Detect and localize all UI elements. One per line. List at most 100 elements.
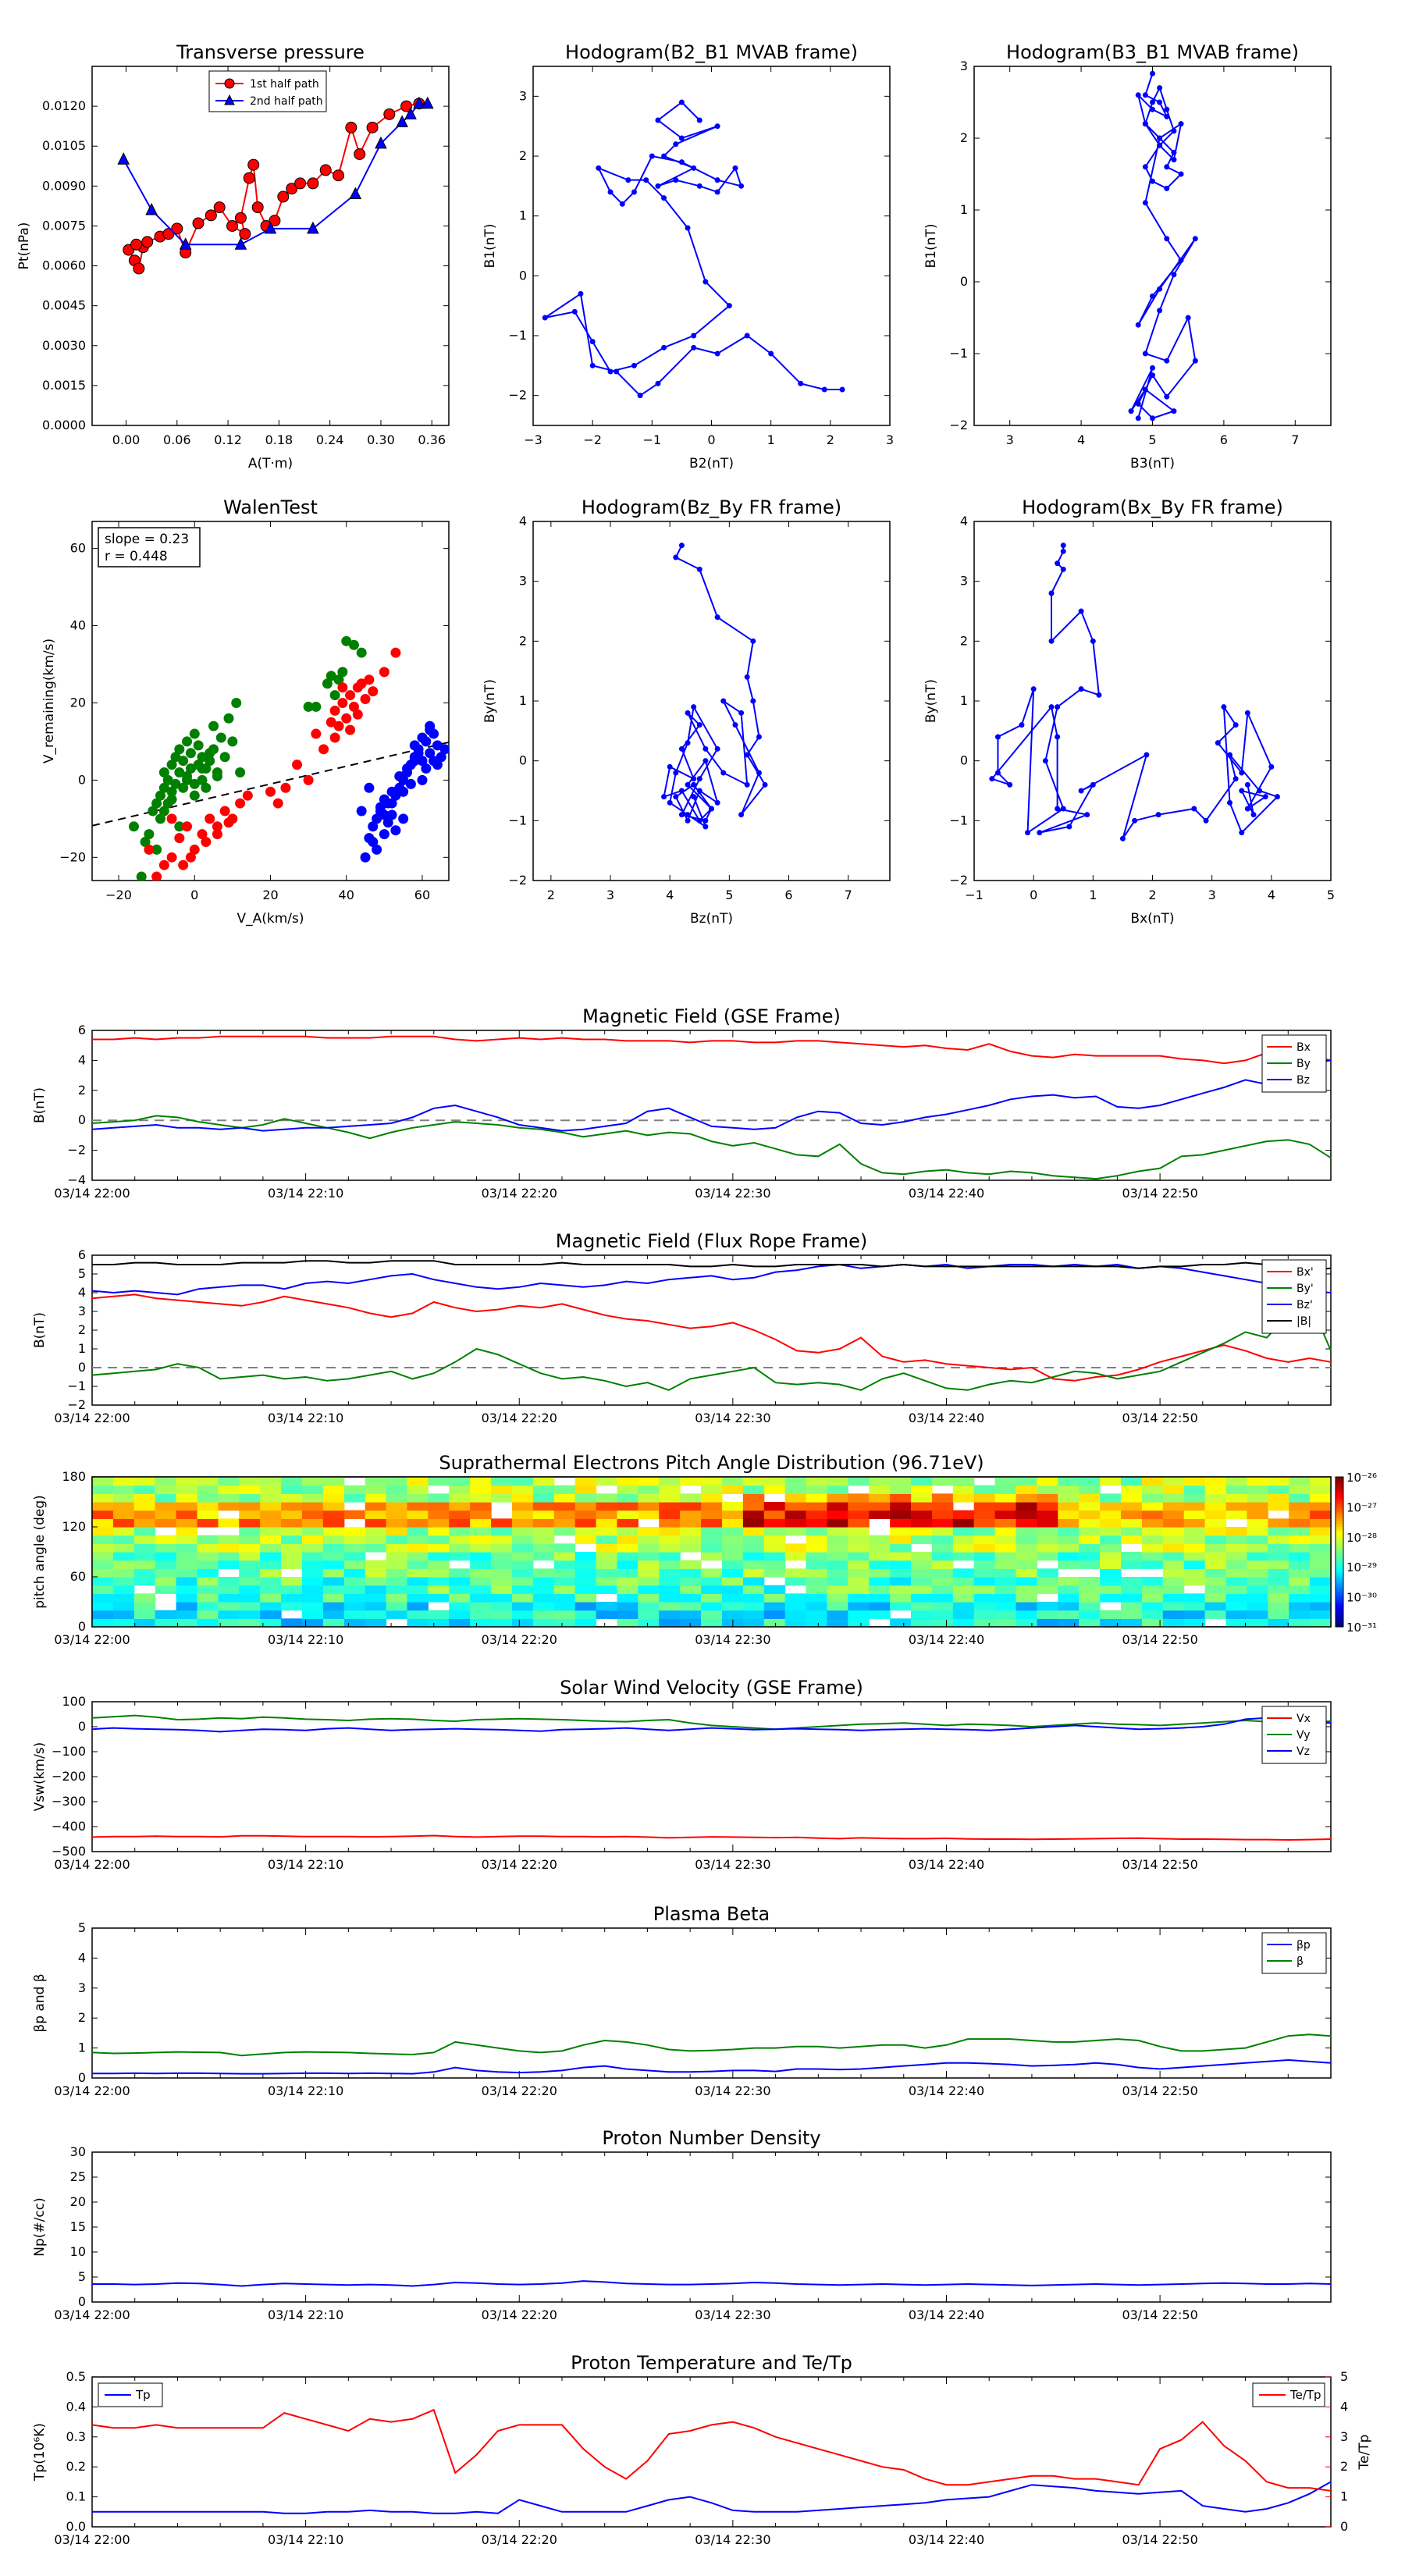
heatmap-cell — [1183, 1552, 1206, 1561]
heatmap-cell — [1141, 1618, 1164, 1628]
x-tick-label: 40 — [339, 888, 354, 902]
chart-title: Magnetic Field (GSE Frame) — [582, 1005, 841, 1027]
heatmap-cell — [638, 1552, 660, 1561]
series-group — [989, 543, 1280, 841]
heatmap-cell — [617, 1618, 638, 1628]
heatmap-cell — [1037, 1610, 1058, 1619]
heatmap-cell — [911, 1477, 933, 1486]
legend-label: Vy — [1297, 1729, 1311, 1742]
x-tick-label: 5 — [1148, 432, 1156, 447]
heatmap-cell — [155, 1493, 177, 1503]
heatmap-cell — [701, 1527, 723, 1536]
heatmap-cell — [952, 1535, 975, 1544]
heatmap-cell — [973, 1527, 996, 1536]
heatmap-cell — [701, 1577, 723, 1586]
heatmap-cell — [596, 1535, 618, 1544]
data-point — [756, 770, 762, 776]
heatmap-cell — [112, 1552, 135, 1561]
heatmap-cell — [386, 1535, 408, 1544]
heatmap-cell — [1268, 1593, 1289, 1603]
heatmap-cell — [1058, 1485, 1080, 1494]
heatmap-cell — [1268, 1527, 1289, 1536]
heatmap-cell — [322, 1568, 345, 1578]
data-point — [348, 639, 359, 650]
heatmap-cell — [1162, 1585, 1185, 1594]
data-point — [265, 786, 276, 797]
heatmap-cell — [491, 1493, 513, 1503]
data-point — [162, 774, 173, 785]
data-point — [1157, 85, 1163, 91]
x-tick-label: 03/14 22:50 — [1122, 1411, 1197, 1425]
x-tick-label: 03/14 22:50 — [1122, 1857, 1197, 1872]
data-point — [193, 740, 204, 751]
heatmap-cell — [1268, 1560, 1289, 1569]
heatmap-cell — [281, 1493, 303, 1503]
heatmap-cell — [680, 1543, 702, 1553]
heatmap-cell — [869, 1502, 891, 1511]
x-tick-label: 03/14 22:40 — [909, 1632, 984, 1647]
legend-box — [1261, 1932, 1327, 1974]
y-tick-label: 0 — [960, 753, 968, 768]
heatmap-cell — [1121, 1618, 1143, 1628]
heatmap-cell — [197, 1535, 219, 1544]
heatmap-cell — [784, 1610, 807, 1619]
heatmap-cell — [890, 1593, 912, 1603]
heatmap-cell — [617, 1602, 638, 1611]
y-tick-label: −1 — [949, 346, 968, 361]
heatmap-cell — [407, 1477, 429, 1486]
data-point — [345, 724, 356, 735]
heatmap-cell — [1225, 1577, 1248, 1586]
y-tick-label: −4 — [67, 1172, 86, 1187]
data-point — [673, 141, 679, 148]
data-point — [212, 770, 222, 781]
data-point — [404, 107, 417, 119]
heatmap-cell — [721, 1510, 744, 1519]
heatmap-cell — [176, 1560, 198, 1569]
legend-label: Tp — [135, 2388, 151, 2402]
colorbar-segment — [1336, 1614, 1343, 1617]
heatmap-cell — [952, 1568, 975, 1578]
heatmap-cell — [931, 1518, 954, 1528]
heatmap-cell — [322, 1535, 345, 1544]
heatmap-cell — [532, 1527, 555, 1536]
data-point — [390, 647, 401, 658]
heatmap-cell — [1162, 1518, 1185, 1528]
heatmap-cell — [1016, 1618, 1038, 1628]
heatmap-cell — [365, 1527, 387, 1536]
heatmap-cell — [574, 1493, 597, 1503]
colorbar-segment — [1336, 1542, 1343, 1545]
heatmap-cell — [133, 1568, 156, 1578]
x-tick-label: 03/14 22:00 — [54, 2083, 130, 2098]
colorbar-segment — [1336, 1546, 1343, 1550]
heatmap-cell — [911, 1610, 933, 1619]
data-point — [189, 778, 200, 789]
heatmap-cell — [532, 1510, 555, 1519]
heatmap-cell — [218, 1610, 240, 1619]
x-tick-label: 03/14 22:30 — [695, 2532, 770, 2547]
y-tick-label: 0.0120 — [42, 98, 86, 113]
heatmap-cell — [1289, 1543, 1311, 1553]
legend-label: Bx — [1297, 1041, 1311, 1054]
heatmap-cell — [806, 1535, 828, 1544]
data-point — [354, 148, 366, 160]
heatmap-cell — [890, 1502, 912, 1511]
data-point — [394, 770, 405, 781]
heatmap-cell — [742, 1535, 765, 1544]
heatmap-cell — [742, 1502, 765, 1511]
heatmap-cell — [1204, 1485, 1227, 1494]
heatmap-cell — [281, 1593, 303, 1603]
heatmap-cell — [532, 1602, 555, 1611]
data-point — [227, 736, 238, 747]
heatmap-cell — [1289, 1485, 1311, 1494]
colorbar-label: 10⁻²⁶ — [1346, 1471, 1377, 1485]
x-tick-label: 20 — [262, 888, 278, 902]
data-point — [329, 732, 340, 743]
annotation-text: slope = 0.23 — [105, 532, 189, 547]
colorbar-segment — [1336, 1499, 1343, 1503]
heatmap-cell — [574, 1577, 597, 1586]
heatmap-cell — [532, 1593, 555, 1603]
heatmap-cell — [239, 1593, 261, 1603]
heatmap-cell — [1100, 1585, 1122, 1594]
data-point — [356, 678, 367, 689]
data-point — [368, 821, 379, 832]
